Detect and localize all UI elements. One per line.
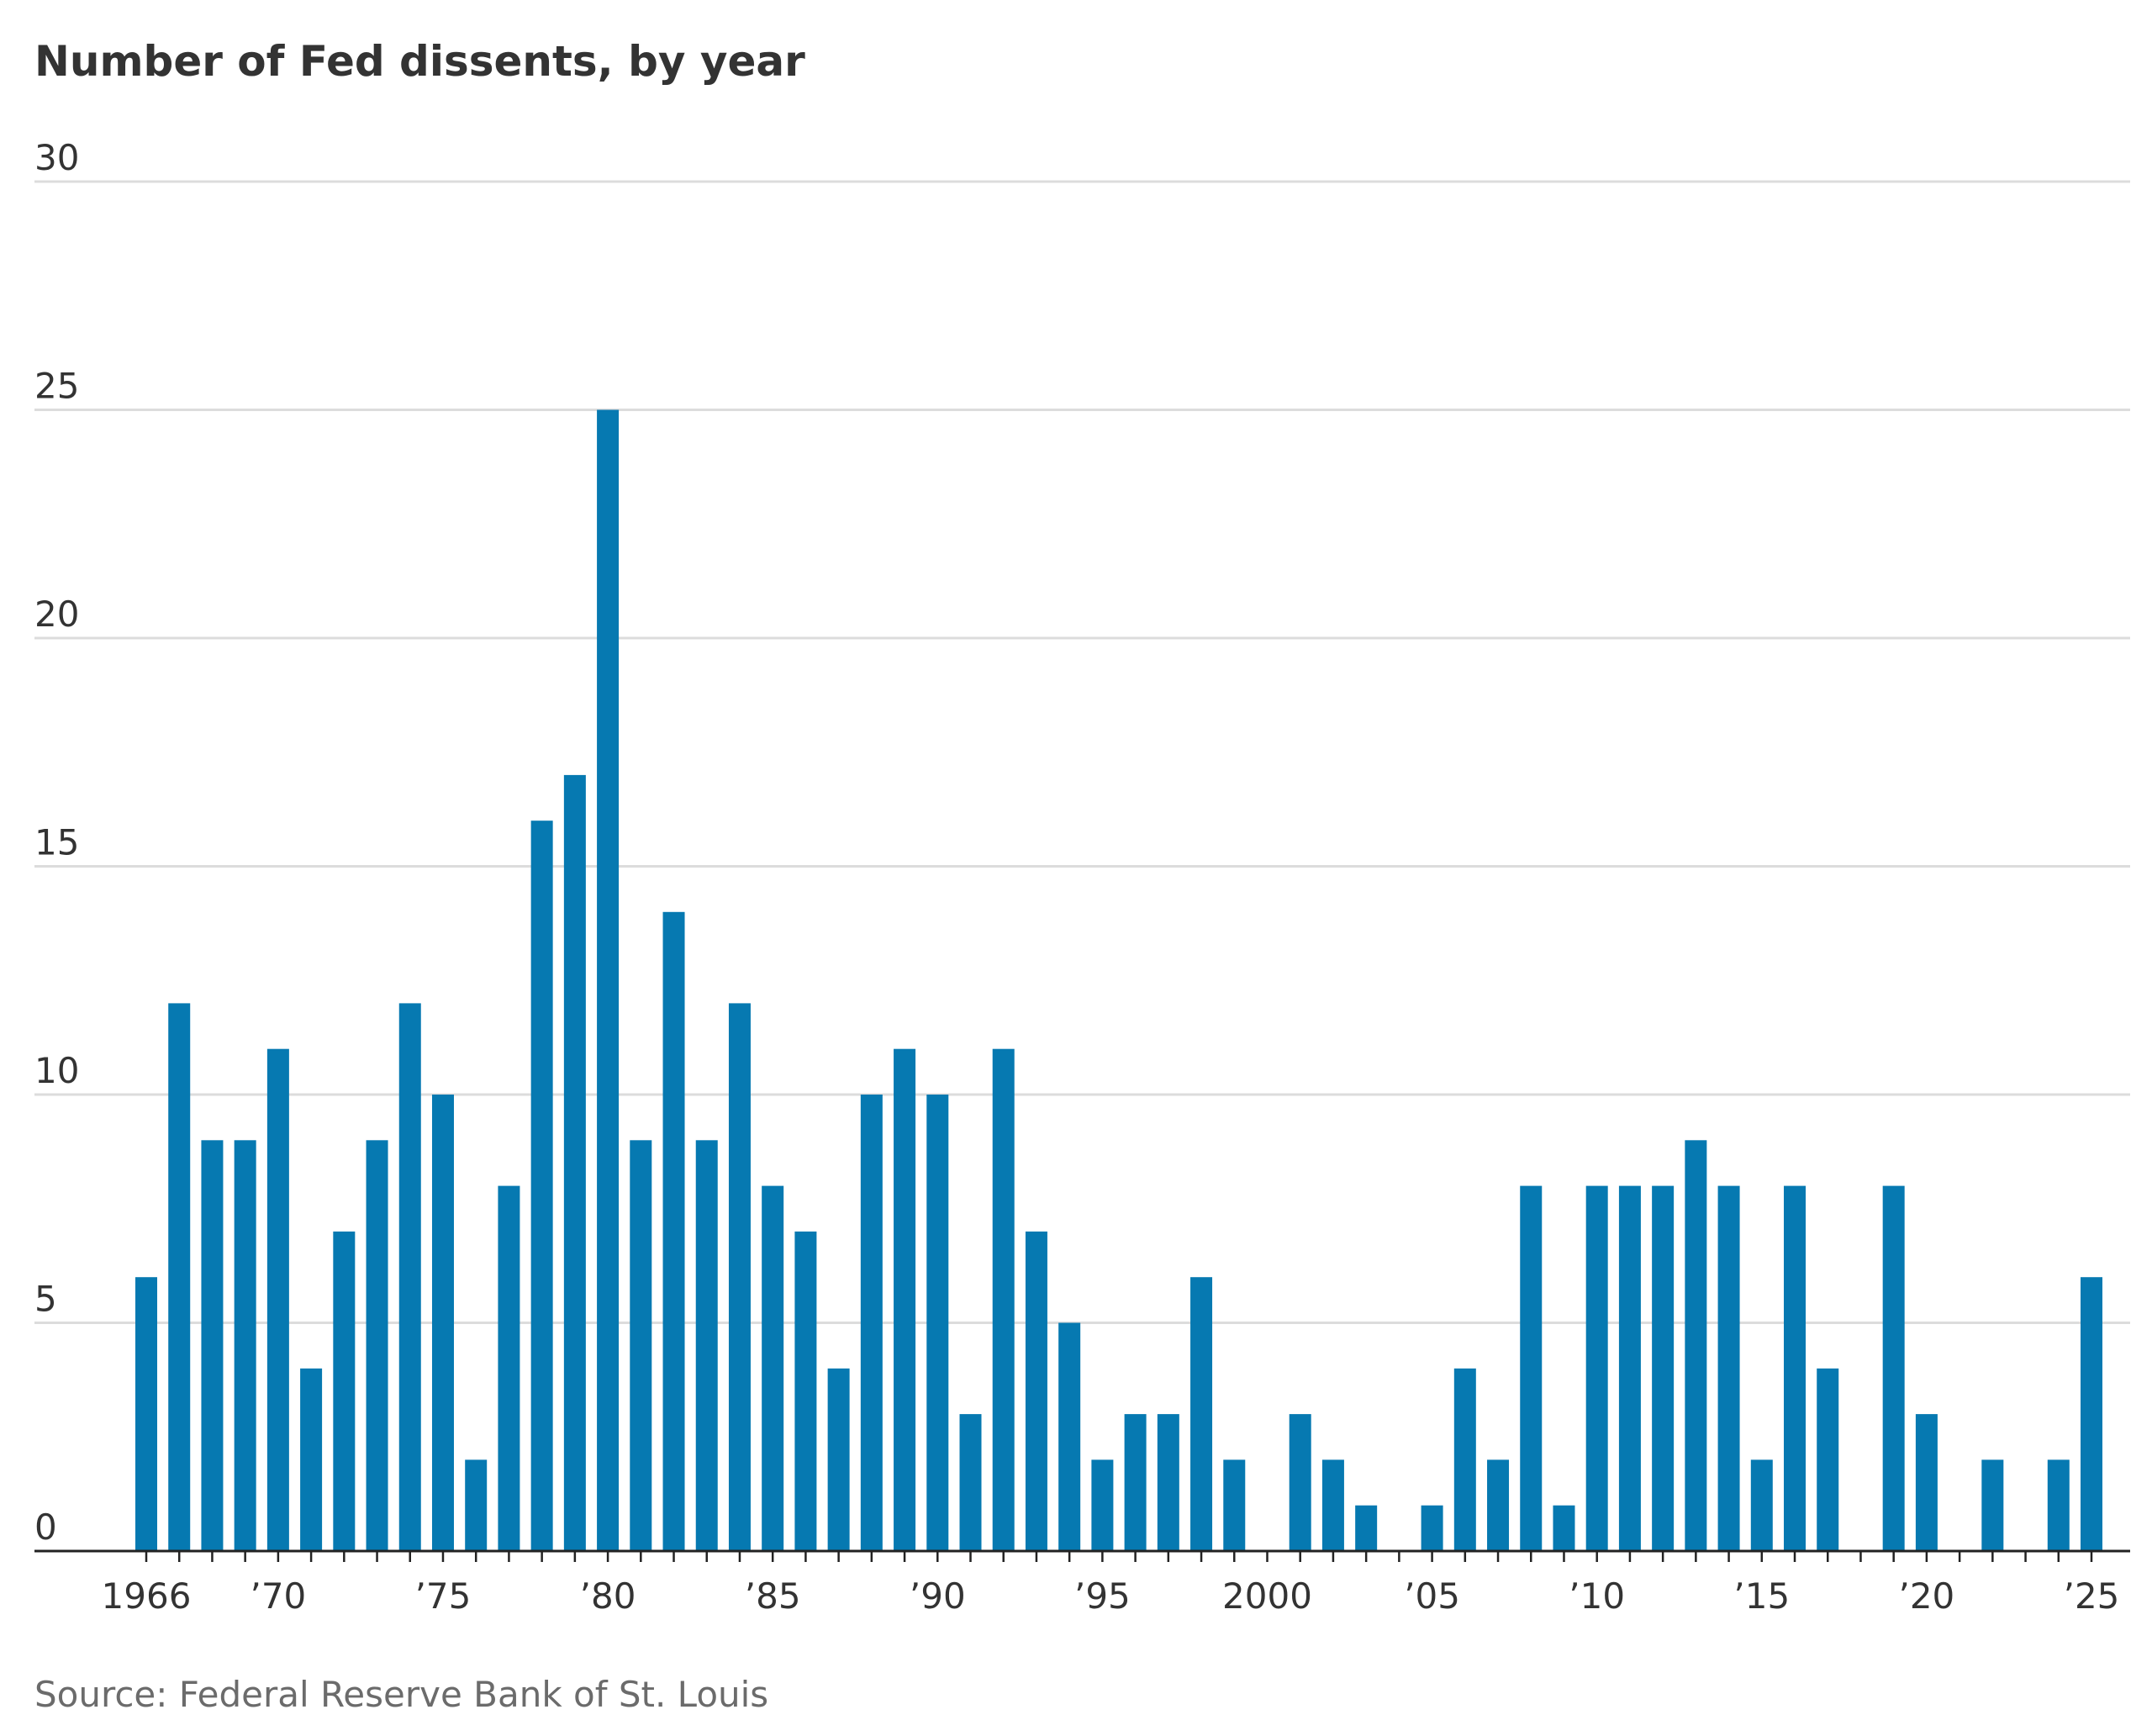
bar [695,1140,718,1551]
bar [234,1140,256,1551]
bar [794,1231,817,1551]
y-tick-label: 5 [34,1279,57,1320]
bar [2047,1459,2070,1551]
x-tick-label: ’10 [1569,1575,1625,1617]
bar [1487,1459,1510,1551]
bar [201,1140,224,1551]
bar [1784,1185,1807,1551]
bar [1553,1505,1575,1551]
bar [959,1414,982,1551]
chart-title: Number of Fed dissents, by year [34,37,805,86]
bar [1685,1140,1707,1551]
x-tick-label: ’90 [910,1575,966,1617]
bar [1321,1459,1344,1551]
bar [135,1277,157,1551]
bar [1190,1277,1213,1551]
bar [1355,1505,1378,1551]
bar [1124,1414,1147,1551]
bar [1421,1505,1443,1551]
x-tick-label: ’20 [1898,1575,1954,1617]
bar [926,1095,949,1551]
bar [1585,1185,1608,1551]
bar [1882,1185,1905,1551]
bar [630,1140,652,1551]
x-tick-label: ’15 [1733,1575,1790,1617]
bar [1025,1231,1047,1551]
source-note: Source: Federal Reserve Bank of St. Loui… [34,1674,768,1715]
bar [1717,1185,1740,1551]
x-tick-label: ’25 [2064,1575,2120,1617]
bar [894,1048,916,1551]
bar [662,911,685,1551]
bar [498,1185,520,1551]
y-tick-label: 25 [34,366,79,407]
bar [1652,1185,1675,1551]
bar [168,1003,191,1551]
bar [827,1368,850,1551]
bar [1091,1459,1114,1551]
bar [1915,1414,1938,1551]
bar [1157,1414,1179,1551]
x-tick-label: ’85 [745,1575,801,1617]
bar [431,1095,454,1551]
bar [1618,1185,1641,1551]
y-tick-label: 0 [34,1506,57,1548]
bar [1520,1185,1543,1551]
bar [465,1459,488,1551]
y-tick-label: 20 [34,594,79,635]
bar [366,1140,388,1551]
x-tick-label: 1966 [102,1575,192,1617]
y-tick-label: 30 [34,137,79,178]
bar [1750,1459,1773,1551]
x-tick-label: ’95 [1074,1575,1131,1617]
y-tick-label: 10 [34,1050,79,1091]
x-tick-label: ’05 [1404,1575,1460,1617]
bar [1289,1414,1311,1551]
bar [728,1003,751,1551]
bar [2081,1277,2102,1551]
x-tick-label: ’70 [250,1575,306,1617]
bar [398,1003,421,1551]
bar [597,409,620,1551]
bar [333,1231,356,1551]
x-tick-label: ’75 [415,1575,472,1617]
x-tick-label: ’80 [580,1575,636,1617]
bar [1453,1368,1476,1551]
bar [1817,1368,1839,1551]
bar [1223,1459,1246,1551]
bar [563,774,586,1551]
bar [530,821,553,1551]
bar [992,1048,1015,1551]
bar [300,1368,323,1551]
bar [1058,1322,1081,1551]
y-tick-label: 15 [34,822,79,863]
bar [1981,1459,2004,1551]
x-tick-label: 2000 [1222,1575,1312,1617]
bar [266,1048,289,1551]
bar [860,1095,883,1551]
bar [762,1185,784,1551]
